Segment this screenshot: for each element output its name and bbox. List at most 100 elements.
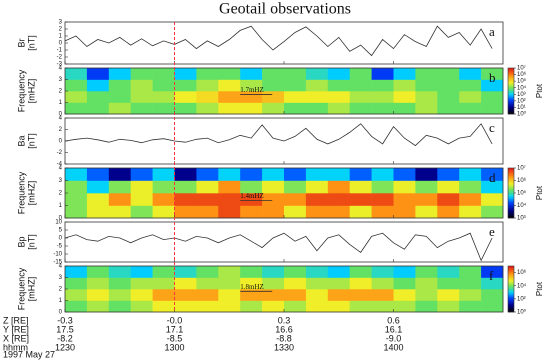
heatmap-cell [393, 193, 416, 206]
colorbar-slice [508, 213, 514, 217]
colorbar-tick-label: 10¹ [517, 105, 526, 111]
heatmap-cell [218, 205, 241, 219]
data-line [64, 123, 493, 147]
colorbar-tick-label: 10⁷ [517, 165, 526, 172]
heatmap-cell [459, 91, 482, 103]
heatmap-cell [65, 289, 88, 301]
heatmap-cell [305, 79, 329, 92]
y-tick-label: 2 [59, 287, 63, 293]
heatmap-cell [65, 168, 88, 181]
y-tick-label: -2 [57, 150, 63, 156]
heatmap-cell [393, 300, 416, 313]
panel-letter: e [489, 224, 495, 239]
heatmap-cell [196, 289, 219, 301]
y-axis-label: [mHZ] [26, 277, 36, 302]
y-axis-label: Frequency [16, 171, 26, 214]
colorbar-slice [508, 100, 514, 103]
heatmap-cell [415, 289, 438, 301]
heatmap-cell [218, 91, 241, 103]
heatmap-cell [218, 266, 241, 278]
heatmap-cell [65, 180, 88, 194]
heatmap-cell [481, 205, 504, 219]
heatmap-cell [459, 205, 482, 219]
colorbar-slice [508, 283, 514, 286]
heatmap-cell [349, 266, 372, 278]
colorbar-slice [508, 176, 514, 179]
colorbar-slice [508, 75, 514, 78]
heatmap-cell [196, 300, 219, 313]
panel-letter: b [489, 70, 496, 85]
heatmap-cell [349, 289, 372, 301]
colorbar-slice [508, 186, 514, 190]
heatmap-cell [152, 180, 175, 194]
y-tick-label: 0 [59, 139, 63, 145]
heatmap-cell [415, 300, 438, 313]
ephemeris-value: 17.1 [166, 324, 184, 334]
heatmap-cell [152, 168, 175, 181]
heatmap-cell [437, 289, 460, 301]
heatmap-cell [65, 205, 88, 219]
heatmap-cell [459, 277, 482, 290]
heatmap-cell [196, 68, 219, 80]
heatmap-cell [240, 91, 263, 103]
heatmap-cell [86, 193, 110, 206]
heatmap-cell [218, 102, 241, 115]
annotation-text: 1.4mHZ [240, 192, 264, 200]
heatmap-cell [174, 102, 197, 115]
heatmap-cell [327, 193, 350, 206]
colorbar-slice [508, 190, 514, 194]
heatmap-cell [65, 68, 88, 80]
heatmap-cell [108, 205, 131, 219]
heatmap-cell [371, 79, 394, 92]
y-tick-label: -3 [57, 62, 63, 68]
heatmap-cell [327, 68, 350, 80]
y-tick-label: 4 [59, 264, 63, 270]
heatmap-cell [371, 193, 394, 206]
colorbar-slice [508, 279, 514, 282]
heatmap-cell [262, 79, 285, 92]
colorbar-slice [508, 178, 514, 181]
heatmap-cell [327, 102, 350, 115]
heatmap-cell [152, 68, 175, 80]
colorbar-slice [508, 197, 514, 200]
heatmap-cell [65, 79, 88, 92]
heatmap-cell [437, 205, 460, 219]
y-tick-label: 2 [59, 127, 63, 133]
y-axis-label: Frequency [16, 69, 26, 112]
heatmap-cell [327, 168, 350, 181]
heatmap-cell [65, 102, 88, 115]
heatmap-cell [284, 168, 307, 181]
heatmap-cell [240, 102, 263, 115]
panel-letter: f [489, 268, 494, 283]
heatmap-cell [415, 91, 438, 103]
ephemeris-value: -0.0 [167, 315, 183, 325]
heatmap-cell [152, 289, 175, 301]
y-axis-label: Br [16, 38, 26, 47]
heatmap-cell [130, 68, 153, 80]
heatmap-cell [240, 300, 263, 313]
heatmap-cell [86, 79, 110, 92]
heatmap-cell [415, 277, 438, 290]
heatmap-cell [459, 180, 482, 194]
heatmap-cell [174, 168, 197, 181]
heatmap-cell [349, 102, 372, 115]
y-tick-label: 4 [59, 116, 63, 122]
colorbar-slice [508, 266, 514, 269]
heatmap-cell [174, 68, 197, 80]
heatmap-cell [349, 277, 372, 290]
colorbar-slice [508, 308, 514, 311]
colorbar-slice [508, 292, 514, 296]
heatmap-cell [86, 168, 110, 181]
heatmap-cell [65, 266, 88, 278]
heatmap-cell [174, 91, 197, 103]
heatmap-cell [86, 102, 110, 115]
heatmap-cell [218, 79, 241, 92]
heatmap-cell [108, 289, 131, 301]
heatmap-cell [196, 193, 219, 206]
colorbar-tick-label: 10² [517, 296, 526, 302]
colorbar-slice [508, 289, 514, 292]
heatmap-cell [152, 277, 175, 290]
y-tick-label: -5 [57, 244, 63, 250]
colorbar-slice [508, 195, 514, 198]
